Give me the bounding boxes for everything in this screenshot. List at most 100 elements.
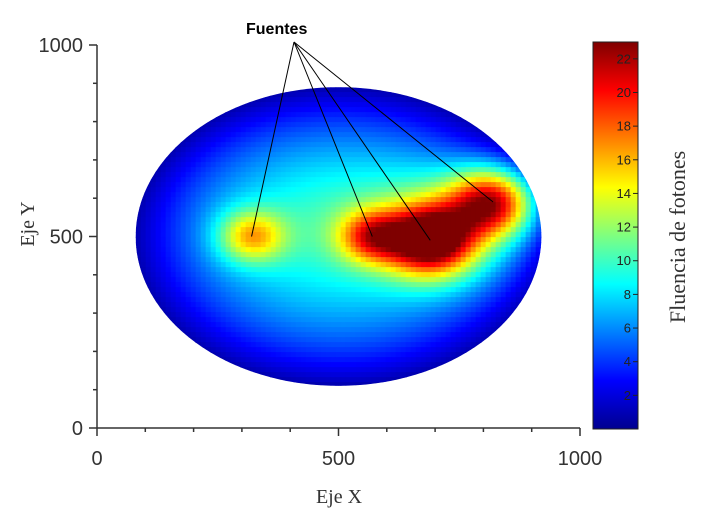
heatmap-cell — [310, 212, 317, 218]
heatmap-cell — [525, 257, 532, 263]
heatmap-cell — [385, 237, 392, 243]
heatmap-cell — [375, 202, 382, 208]
heatmap-cell — [240, 142, 247, 148]
heatmap-cell — [230, 177, 237, 183]
heatmap-cell — [460, 112, 467, 118]
heatmap-cell — [175, 242, 182, 248]
heatmap-cell — [425, 187, 432, 193]
heatmap-cell — [465, 267, 472, 273]
heatmap-cell — [340, 332, 347, 338]
heatmap-cell — [295, 257, 302, 263]
heatmap-cell — [350, 92, 357, 98]
heatmap-cell — [275, 192, 282, 198]
heatmap-cell — [295, 322, 302, 328]
heatmap-cell — [460, 252, 467, 258]
heatmap-cell — [535, 242, 542, 248]
heatmap-cell — [275, 377, 282, 383]
heatmap-cell — [255, 267, 262, 273]
heatmap-cell — [440, 232, 447, 238]
heatmap-cell — [450, 242, 457, 248]
heatmap-cell — [185, 167, 192, 173]
heatmap-cell — [265, 252, 272, 258]
heatmap-cell — [430, 292, 437, 298]
heatmap-cell — [340, 127, 347, 133]
heatmap-cell — [210, 282, 217, 288]
heatmap-cell — [140, 222, 147, 228]
heatmap-cell — [245, 372, 252, 378]
heatmap-cell — [415, 117, 422, 123]
heatmap-cell — [280, 217, 287, 223]
heatmap-cell — [325, 362, 332, 368]
heatmap-cell — [165, 282, 172, 288]
heatmap-cell — [300, 102, 307, 108]
heatmap-cell — [225, 222, 232, 228]
heatmap-cell — [340, 277, 347, 283]
heatmap-cell — [270, 162, 277, 168]
heatmap-cell — [330, 152, 337, 158]
heatmap-cell — [450, 112, 457, 118]
heatmap-cell — [360, 92, 367, 98]
heatmap-cell — [275, 232, 282, 238]
colorbar-tick-label: 16 — [617, 152, 631, 167]
heatmap-cell — [345, 382, 352, 386]
heatmap-cell — [525, 202, 532, 208]
heatmap-cell — [350, 302, 357, 308]
heatmap-cell — [430, 287, 437, 293]
heatmap-cell — [305, 147, 312, 153]
heatmap-cell — [325, 112, 332, 118]
heatmap-cell — [135, 242, 142, 248]
heatmap-cell — [390, 277, 397, 283]
heatmap-cell — [420, 257, 427, 263]
heatmap-cell — [200, 267, 207, 273]
heatmap-cell — [310, 277, 317, 283]
heatmap-cell — [445, 162, 452, 168]
heatmap-cell — [355, 222, 362, 228]
heatmap-cell — [350, 112, 357, 118]
heatmap-cell — [240, 102, 247, 108]
heatmap-cell — [290, 307, 297, 313]
heatmap-cell — [140, 187, 147, 193]
heatmap-cell — [405, 312, 412, 318]
heatmap-cell — [375, 327, 382, 333]
heatmap-cell — [200, 257, 207, 263]
heatmap-cell — [490, 147, 497, 153]
heatmap-cell — [530, 232, 537, 238]
heatmap-cell — [400, 237, 407, 243]
heatmap-cell — [465, 187, 472, 193]
heatmap-cell — [510, 152, 517, 158]
heatmap-cell — [330, 207, 337, 213]
heatmap-cell — [510, 262, 517, 268]
heatmap-cell — [455, 302, 462, 308]
heatmap-cell — [370, 367, 377, 373]
heatmap-cell — [255, 107, 262, 113]
heatmap-cell — [430, 117, 437, 123]
heatmap-cell — [355, 107, 362, 113]
heatmap-cell — [345, 272, 352, 278]
heatmap-cell — [330, 317, 337, 323]
heatmap-cell — [330, 322, 337, 328]
heatmap-cell — [315, 367, 322, 373]
heatmap-cell — [170, 197, 177, 203]
heatmap-cell — [210, 267, 217, 273]
heatmap-cell — [500, 302, 507, 308]
heatmap-cell — [340, 367, 347, 373]
heatmap-cell — [265, 232, 272, 238]
heatmap-cell — [380, 232, 387, 238]
heatmap-cell — [390, 362, 397, 368]
heatmap-cell — [490, 242, 497, 248]
heatmap-cell — [450, 217, 457, 223]
heatmap-cell — [400, 222, 407, 228]
heatmap-cell — [425, 237, 432, 243]
heatmap-cell — [230, 232, 237, 238]
heatmap-cell — [440, 137, 447, 143]
heatmap-cell — [295, 362, 302, 368]
heatmap-cell — [400, 162, 407, 168]
heatmap-cell — [170, 192, 177, 198]
heatmap-cell — [435, 267, 442, 273]
heatmap-cell — [500, 162, 507, 168]
heatmap-cell — [285, 357, 292, 363]
heatmap-cell — [365, 297, 372, 303]
heatmap-cell — [295, 147, 302, 153]
heatmap-cell — [360, 207, 367, 213]
heatmap-cell — [490, 292, 497, 298]
